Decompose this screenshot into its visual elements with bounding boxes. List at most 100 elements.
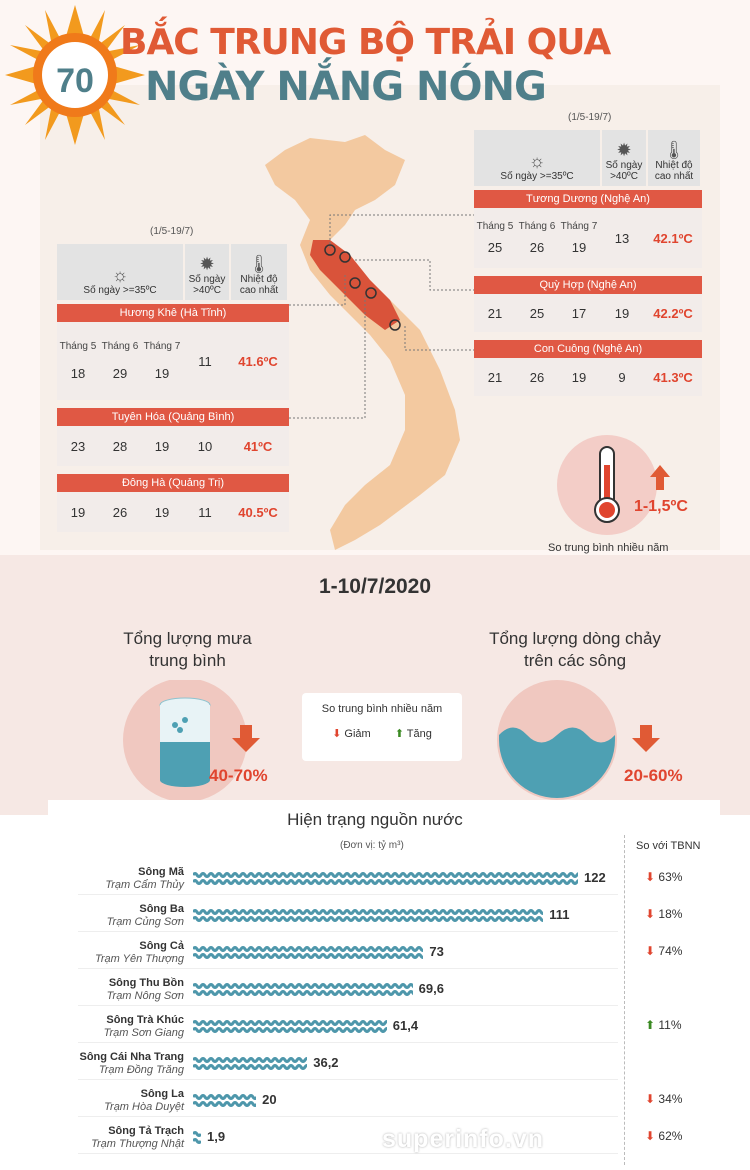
- river-bar: [193, 909, 544, 922]
- value-m6: 26: [112, 504, 128, 520]
- wave-line: [193, 1064, 308, 1070]
- river-row: Sông Thu Bồn Trạm Nông Sơn 69,6: [78, 974, 618, 1006]
- wave-line: [193, 1101, 257, 1107]
- header-label: Số ngày >40ºC: [605, 160, 643, 182]
- river-label: Sông Ba: [139, 903, 184, 915]
- bar-value-label: 122: [584, 870, 606, 885]
- river-bar: [193, 1020, 387, 1033]
- station-label: Trạm Hòa Duyệt: [104, 1101, 184, 1113]
- compare-label: 18%: [658, 907, 683, 921]
- up-arrow-icon: ⬆: [394, 728, 404, 740]
- month-label: Tháng 5: [476, 221, 514, 232]
- bar-value-label: 69,6: [418, 981, 444, 996]
- month-label: Tháng 6: [101, 341, 139, 352]
- month-label: Tháng 7: [143, 341, 181, 352]
- value-d40: 19: [614, 305, 630, 321]
- value-d40: 13: [614, 230, 630, 246]
- river-label: Sông Cái Nha Trang: [79, 1051, 184, 1063]
- river-row: Sông Cả Trạm Yên Thượng 73: [78, 937, 618, 969]
- wave-line: [193, 990, 413, 996]
- value-m7: 19: [571, 240, 587, 255]
- down-arrow-icon: ⬇: [645, 1129, 659, 1143]
- value-m7: 19: [154, 438, 170, 454]
- value-d40: 10: [197, 438, 213, 454]
- station-label: Trạm Yên Thượng: [94, 953, 184, 965]
- page-title-line-2: NGÀY NẮNG NÓNG: [145, 64, 547, 110]
- value-m5: 18: [70, 366, 86, 381]
- table-row: Tháng 5 18 Tháng 6 29 Tháng 7 19 11 41.6ºC: [57, 322, 289, 400]
- station-name: Hương Khê (Hà Tĩnh): [57, 304, 289, 322]
- leader-lines: [285, 214, 475, 419]
- sun-icon: ☼: [528, 151, 546, 171]
- thermometer-icon: 🌡: [247, 254, 271, 274]
- month-cell: Tháng 7 19: [141, 341, 183, 381]
- watermark: superinfo.vn: [382, 1125, 545, 1153]
- mid-date: 1-10/7/2020: [318, 575, 432, 598]
- compare-value: ⬇ 34%: [645, 1092, 715, 1106]
- wave-line: [193, 1020, 387, 1026]
- value-max: 40.5ºC: [238, 504, 278, 520]
- compare-label: 11%: [658, 1018, 682, 1032]
- river-label: Sông Trà Khúc: [106, 1014, 184, 1026]
- station-name: Tương Dương (Nghệ An): [474, 190, 702, 208]
- river-bar: [193, 1094, 257, 1107]
- value-m5: 19: [70, 504, 86, 520]
- bar-value-label: 1,9: [207, 1129, 226, 1144]
- header-days-35: ☼ Số ngày >=35ºC: [474, 130, 600, 186]
- month-label: Tháng 7: [560, 221, 598, 232]
- wave-line: [193, 953, 424, 959]
- river-row: Sông Mã Trạm Cẩm Thủy 122: [78, 863, 618, 895]
- temp-increase-value: 1-1,5ºC: [634, 498, 688, 515]
- river-bar: [193, 946, 424, 959]
- legend-items: ⬇ Giảm ⬆ Tăng: [302, 727, 462, 740]
- down-arrow-icon: ⬇: [645, 907, 659, 921]
- right-date-range: (1/5-19/7): [568, 112, 612, 123]
- wave-line: [193, 1027, 387, 1033]
- river-row: Sông Ba Trạm Củng Sơn 111: [78, 900, 618, 932]
- wave-line: [193, 1138, 201, 1144]
- compare-label: 62%: [658, 1129, 683, 1143]
- compare-value: ⬇ 63%: [645, 870, 715, 884]
- rain-label-line-1: Tổng lượng mưa: [123, 629, 252, 648]
- river-label: Sông Mã: [138, 866, 184, 878]
- wave-line: [193, 879, 578, 885]
- river-row: Sông Cái Nha Trang Trạm Đồng Trăng 36,2: [78, 1048, 618, 1080]
- compare-value: ⬇ 62%: [645, 1129, 715, 1143]
- value-m6: 26: [529, 240, 545, 255]
- header-label: Nhiệt độ cao nhất: [239, 274, 279, 296]
- down-arrow-icon: ⬇: [645, 870, 659, 884]
- table-row: 19 26 19 11 40.5ºC: [57, 492, 289, 532]
- value-max: 41.6ºC: [238, 353, 278, 369]
- value-m7: 17: [571, 305, 587, 321]
- header-days-40: ✹ Số ngày >40ºC: [602, 130, 646, 186]
- month-group: Tháng 5 18 Tháng 6 29 Tháng 7 19: [57, 341, 183, 381]
- table-row: 21 26 19 9 41.3ºC: [474, 358, 702, 396]
- badge-number: 70: [56, 62, 94, 100]
- value-d40: 9: [618, 369, 626, 385]
- wave-line: [193, 1094, 257, 1100]
- rain-decrease-value: 40-70%: [209, 766, 268, 785]
- compare-value: ⬆ 11%: [645, 1018, 715, 1032]
- wave-line: [193, 983, 413, 989]
- station-label: Trạm Nông Sơn: [106, 990, 184, 1002]
- compare-label: 63%: [658, 870, 683, 884]
- mid-section-background: [0, 555, 750, 815]
- left-station-table: ☼ Số ngày >=35ºC ✹ Số ngày >40ºC 🌡 Nhiệt độ…: [57, 244, 289, 532]
- sun-icon: ☼: [111, 265, 129, 285]
- legend-up-label: Tăng: [406, 728, 432, 740]
- station-label: Trạm Thượng Nhật: [91, 1138, 184, 1150]
- vietnam-map: [265, 135, 460, 550]
- wave-line: [193, 1131, 201, 1137]
- bar-value-label: 61,4: [392, 1018, 419, 1033]
- value-m7: 19: [154, 366, 170, 381]
- header-label: Số ngày >=35ºC: [500, 171, 574, 182]
- sun-badge-icon: [5, 5, 145, 145]
- month-label: Tháng 5: [59, 341, 97, 352]
- value-d40: 11: [198, 504, 212, 520]
- down-arrow-icon: ⬇: [332, 728, 342, 740]
- value-max: 42.2ºC: [653, 305, 693, 321]
- station-name: Quỳ Hợp (Nghệ An): [474, 276, 702, 294]
- river-label: Sông Tả Trạch: [108, 1125, 184, 1137]
- value-m6: 28: [112, 438, 128, 454]
- value-max: 41.3ºC: [653, 369, 693, 385]
